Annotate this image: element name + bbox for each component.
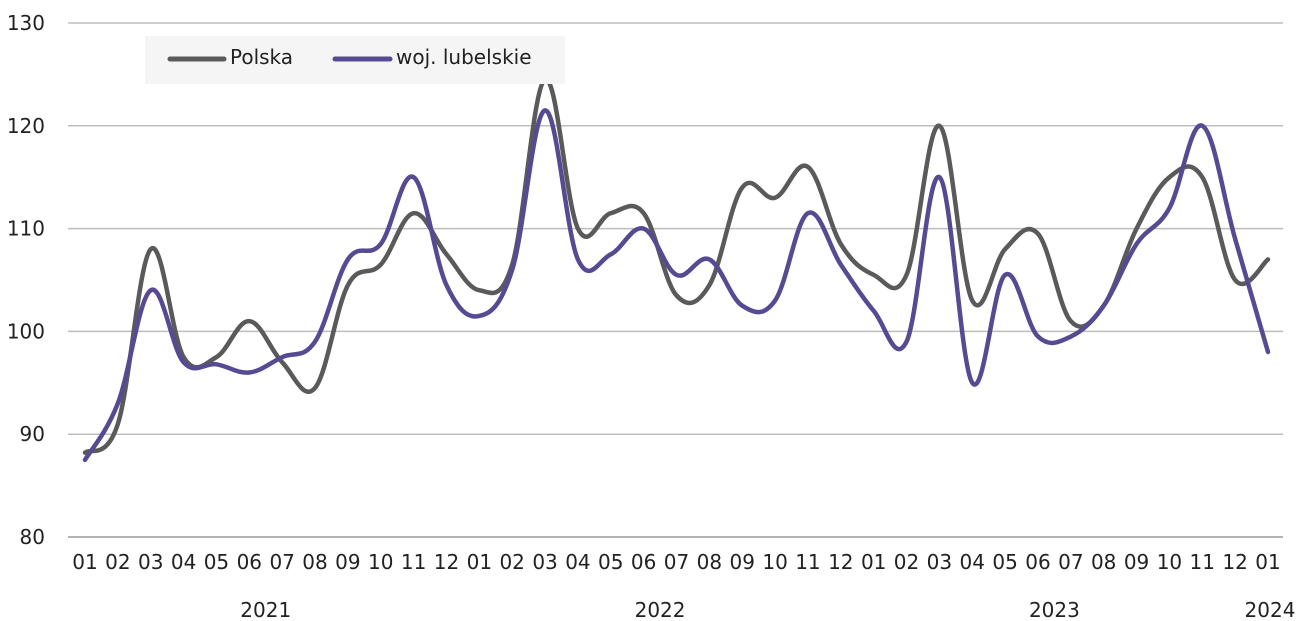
x-tick-label: 07 — [1058, 550, 1083, 574]
x-tick-label: 01 — [72, 550, 97, 574]
x-tick-label: 12 — [1222, 550, 1247, 574]
x-tick-label: 11 — [795, 550, 820, 574]
x-tick-label: 02 — [894, 550, 919, 574]
x-axis-year-labels: 2021 2022 2023 2024 — [240, 598, 1295, 621]
x-tick-label: 05 — [992, 550, 1017, 574]
x-tick-label: 01 — [861, 550, 886, 574]
x-tick-label: 03 — [138, 550, 163, 574]
x-tick-label: 06 — [1025, 550, 1050, 574]
y-tick-label: 110 — [7, 217, 45, 241]
x-tick-label: 04 — [171, 550, 196, 574]
x-tick-label: 04 — [960, 550, 985, 574]
y-tick-label: 130 — [7, 11, 45, 35]
x-tick-label: 04 — [565, 550, 590, 574]
year-label-2022: 2022 — [635, 598, 686, 621]
x-tick-label: 05 — [204, 550, 229, 574]
x-tick-label: 11 — [1190, 550, 1215, 574]
x-tick-label: 01 — [467, 550, 492, 574]
series-line-lubelskie — [82, 108, 1271, 463]
year-label-2024: 2024 — [1245, 598, 1296, 621]
x-axis-ticks: 01 02 03 04 05 06 07 08 09 10 11 12 01 02 03 04 05 06 07 08… — [72, 550, 1280, 574]
x-tick-label: 11 — [401, 550, 426, 574]
x-tick-label: 09 — [335, 550, 360, 574]
x-tick-label: 07 — [664, 550, 689, 574]
x-tick-label: 08 — [1091, 550, 1116, 574]
x-tick-label: 10 — [1157, 550, 1182, 574]
x-tick-label: 02 — [499, 550, 524, 574]
y-tick-label: 100 — [7, 319, 45, 343]
legend-label-polska: Polska — [230, 45, 293, 69]
year-label-2021: 2021 — [240, 598, 291, 621]
x-tick-label: 08 — [302, 550, 327, 574]
x-tick-label: 03 — [927, 550, 952, 574]
x-tick-label: 05 — [598, 550, 623, 574]
y-axis-ticks: 80 90 100 110 120 130 — [7, 11, 45, 549]
x-tick-label: 02 — [105, 550, 130, 574]
y-tick-label: 120 — [7, 114, 45, 138]
x-tick-label: 10 — [762, 550, 787, 574]
x-tick-label: 09 — [729, 550, 754, 574]
x-tick-label: 10 — [368, 550, 393, 574]
x-tick-label: 12 — [828, 550, 853, 574]
x-tick-label: 03 — [532, 550, 557, 574]
series-line-polska — [82, 77, 1271, 455]
x-tick-label: 08 — [697, 550, 722, 574]
x-tick-label: 06 — [631, 550, 656, 574]
x-tick-label: 01 — [1255, 550, 1280, 574]
x-tick-label: 09 — [1124, 550, 1149, 574]
legend: Polska woj. lubelskie — [145, 36, 565, 84]
y-tick-label: 80 — [20, 525, 45, 549]
year-label-2023: 2023 — [1029, 598, 1080, 621]
y-tick-label: 90 — [20, 422, 45, 446]
gridlines — [68, 22, 1283, 538]
x-tick-label: 12 — [434, 550, 459, 574]
x-tick-label: 06 — [237, 550, 262, 574]
x-tick-label: 07 — [269, 550, 294, 574]
legend-label-lubelskie: woj. lubelskie — [396, 45, 532, 69]
series-lines — [82, 77, 1271, 463]
